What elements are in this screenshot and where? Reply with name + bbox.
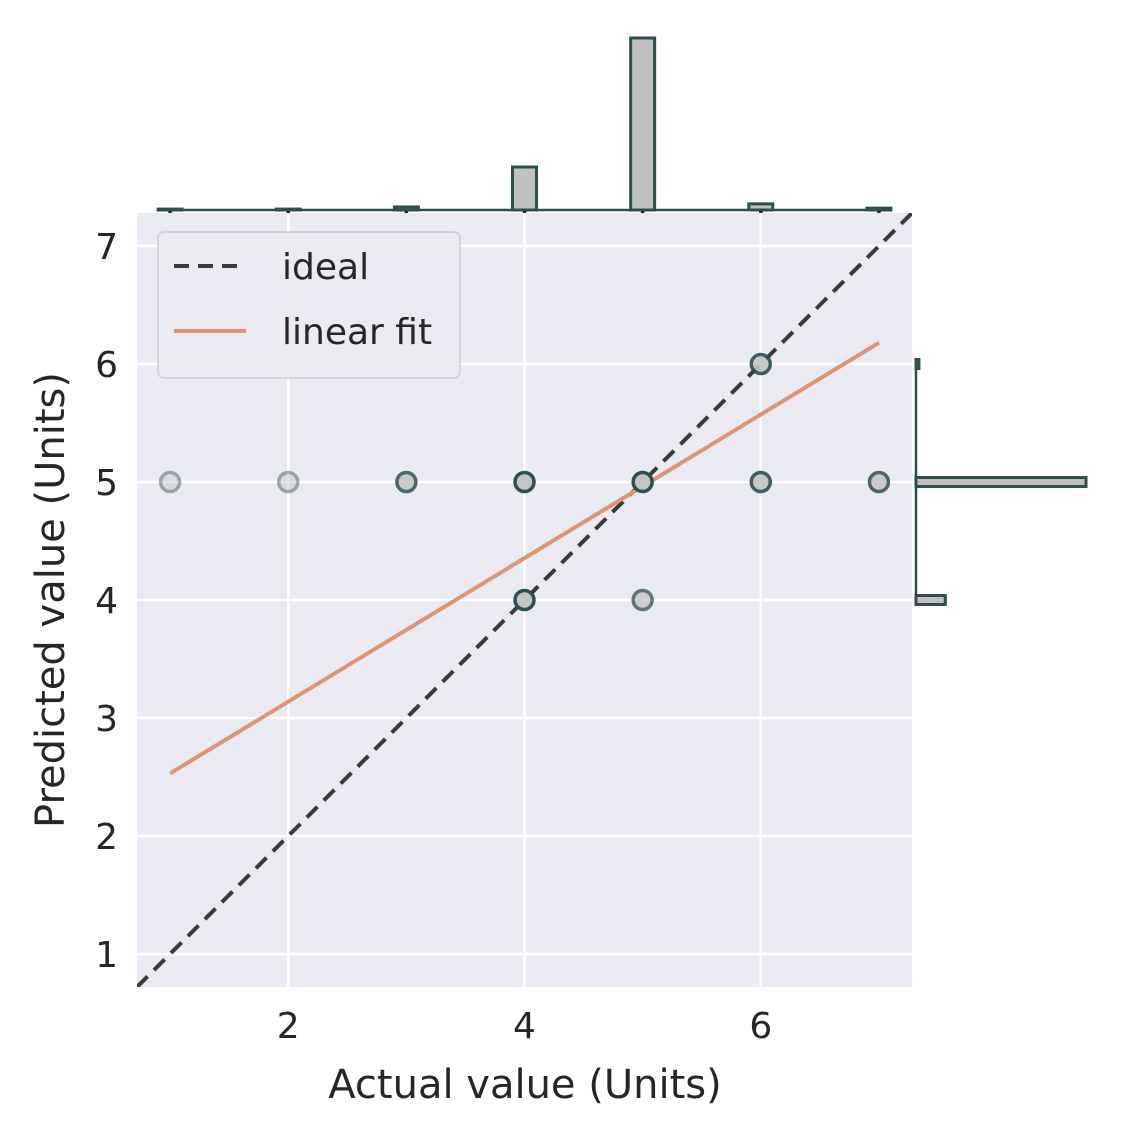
y-tick-label: 4 xyxy=(95,581,118,622)
data-point xyxy=(276,470,300,494)
y-tick-label: 1 xyxy=(95,935,118,976)
y-axis-ticks: 1 2 3 4 5 6 7 xyxy=(95,227,118,976)
marginal-x-bar xyxy=(274,207,302,212)
reference-lines xyxy=(137,213,912,987)
x-axis-ticks: 2 4 6 xyxy=(277,1006,772,1047)
legend-label-ideal: ideal xyxy=(282,247,369,288)
legend: ideal linear fit xyxy=(157,231,461,379)
ideal-line xyxy=(137,213,912,987)
data-point xyxy=(513,588,536,612)
marginal-x-bar xyxy=(747,202,775,212)
linear-fit-line xyxy=(169,341,880,776)
x-tick-label: 4 xyxy=(513,1006,536,1047)
data-point xyxy=(158,470,182,494)
x-axis-title: Actual value (Units) xyxy=(328,1062,721,1108)
y-tick-label: 2 xyxy=(95,817,118,858)
marginal-x-bar xyxy=(865,206,893,212)
marginal-x-bar xyxy=(629,36,657,212)
marginal-x-bar xyxy=(392,205,420,212)
marginal-x-histogram xyxy=(156,36,893,238)
marginal-x-bar xyxy=(156,207,184,212)
legend-box xyxy=(157,231,461,379)
data-point xyxy=(395,470,418,494)
marginal-y-bar xyxy=(914,476,1088,489)
y-tick-label: 6 xyxy=(95,345,118,386)
x-tick-label: 2 xyxy=(277,1006,300,1047)
data-point xyxy=(513,470,536,494)
marginal-y-bar xyxy=(914,358,921,371)
x-tick-label: 6 xyxy=(749,1006,772,1047)
marginal-x-bar xyxy=(511,165,538,212)
data-point xyxy=(631,470,654,494)
data-point xyxy=(749,352,773,376)
marginal-y-bar xyxy=(914,594,947,606)
data-point xyxy=(867,470,891,494)
marginal-y-histogram xyxy=(886,244,1088,956)
y-axis-title: Predicted value (Units) xyxy=(28,372,74,828)
y-tick-label: 5 xyxy=(95,463,118,504)
y-tick-label: 7 xyxy=(95,227,118,268)
legend-label-fit: linear fit xyxy=(282,312,432,353)
data-point xyxy=(749,470,773,494)
scatter-points xyxy=(158,352,891,612)
data-point xyxy=(631,588,654,612)
y-tick-label: 3 xyxy=(95,699,118,740)
